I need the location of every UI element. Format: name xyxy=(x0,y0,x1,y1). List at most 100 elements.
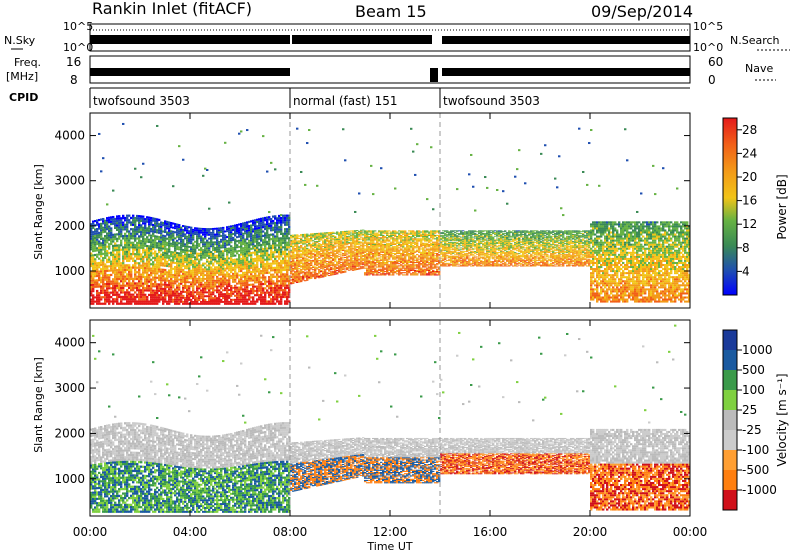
data-cell xyxy=(222,266,224,268)
data-cell xyxy=(366,245,368,246)
data-cell xyxy=(204,266,206,268)
data-cell xyxy=(232,293,234,295)
data-cell xyxy=(270,285,272,287)
data-cell xyxy=(274,258,276,260)
data-cell xyxy=(382,272,384,273)
data-cell xyxy=(380,167,382,169)
data-cell xyxy=(380,243,382,244)
data-cell xyxy=(122,287,124,289)
data-cell xyxy=(284,257,286,259)
data-cell xyxy=(138,222,140,224)
data-cell xyxy=(160,260,162,262)
data-cell xyxy=(280,224,282,226)
data-cell xyxy=(198,233,200,235)
data-cell xyxy=(250,273,252,275)
data-cell xyxy=(224,270,226,272)
data-cell xyxy=(104,257,106,259)
data-cell xyxy=(230,257,232,259)
data-cell xyxy=(164,299,166,301)
data-cell xyxy=(280,255,282,257)
data-cell xyxy=(280,271,282,273)
data-cell xyxy=(108,278,110,280)
data-cell xyxy=(158,301,160,303)
data-cell xyxy=(142,258,144,260)
data-cell xyxy=(218,233,220,235)
data-cell xyxy=(130,276,132,278)
data-cell xyxy=(384,255,386,256)
data-cell xyxy=(150,254,152,256)
data-cell xyxy=(212,288,214,290)
data-cell xyxy=(178,285,180,287)
data-cell xyxy=(126,217,128,219)
data-cell xyxy=(108,256,110,258)
data-cell xyxy=(300,281,302,282)
data-cell xyxy=(120,219,122,221)
data-cell xyxy=(384,236,386,237)
data-cell xyxy=(210,266,212,268)
data-cell xyxy=(240,278,242,280)
data-cell xyxy=(386,263,388,264)
data-cell xyxy=(118,238,120,240)
data-cell xyxy=(248,269,250,271)
data-cell xyxy=(208,289,210,291)
data-cell xyxy=(134,273,136,275)
data-cell xyxy=(286,235,288,237)
data-cell xyxy=(150,259,152,261)
data-cell xyxy=(286,248,288,250)
data-cell xyxy=(270,249,272,251)
data-cell xyxy=(198,287,200,289)
data-cell xyxy=(124,271,126,273)
data-cell xyxy=(154,279,156,281)
data-cell xyxy=(160,228,162,230)
data-cell xyxy=(194,260,196,262)
data-cell xyxy=(260,281,262,283)
data-cell xyxy=(286,303,288,305)
data-cell xyxy=(230,295,232,297)
data-cell xyxy=(212,253,214,255)
data-cell xyxy=(138,262,140,264)
data-cell xyxy=(152,261,154,263)
freq-trace-gap xyxy=(430,68,438,82)
data-cell xyxy=(114,289,116,291)
data-cell xyxy=(196,247,198,249)
data-cell xyxy=(378,253,380,254)
data-cell xyxy=(150,250,152,252)
data-cell xyxy=(296,128,298,130)
data-cell xyxy=(162,275,164,277)
data-cell xyxy=(128,280,130,282)
data-cell xyxy=(224,277,226,279)
data-cell xyxy=(192,293,194,295)
data-cell xyxy=(276,273,278,275)
data-cell xyxy=(178,287,180,289)
data-cell xyxy=(96,290,98,292)
data-cell xyxy=(284,251,286,253)
data-cell xyxy=(250,254,252,256)
data-cell xyxy=(204,299,206,301)
data-cell xyxy=(308,270,310,271)
data-cell xyxy=(108,259,110,261)
data-cell xyxy=(246,288,248,290)
data-cell xyxy=(210,251,212,253)
data-cell xyxy=(216,287,218,289)
data-cell xyxy=(324,259,326,260)
data-cell xyxy=(186,279,188,281)
data-cell xyxy=(382,238,384,239)
data-cell xyxy=(238,133,240,135)
data-cell xyxy=(258,268,260,270)
data-cell xyxy=(376,233,378,234)
data-cell xyxy=(122,123,124,125)
data-cell xyxy=(112,216,114,218)
data-cell xyxy=(170,272,172,274)
data-cell xyxy=(202,293,204,295)
data-cell xyxy=(120,233,122,235)
data-cell xyxy=(102,157,104,159)
data-cell xyxy=(264,287,266,289)
data-cell xyxy=(266,232,268,234)
data-cell xyxy=(130,269,132,271)
data-cell xyxy=(310,262,312,263)
data-cell xyxy=(128,219,130,221)
data-cell xyxy=(130,255,132,257)
data-cell xyxy=(370,270,372,271)
data-cell xyxy=(92,290,94,292)
nsky-trace-1 xyxy=(90,35,290,44)
